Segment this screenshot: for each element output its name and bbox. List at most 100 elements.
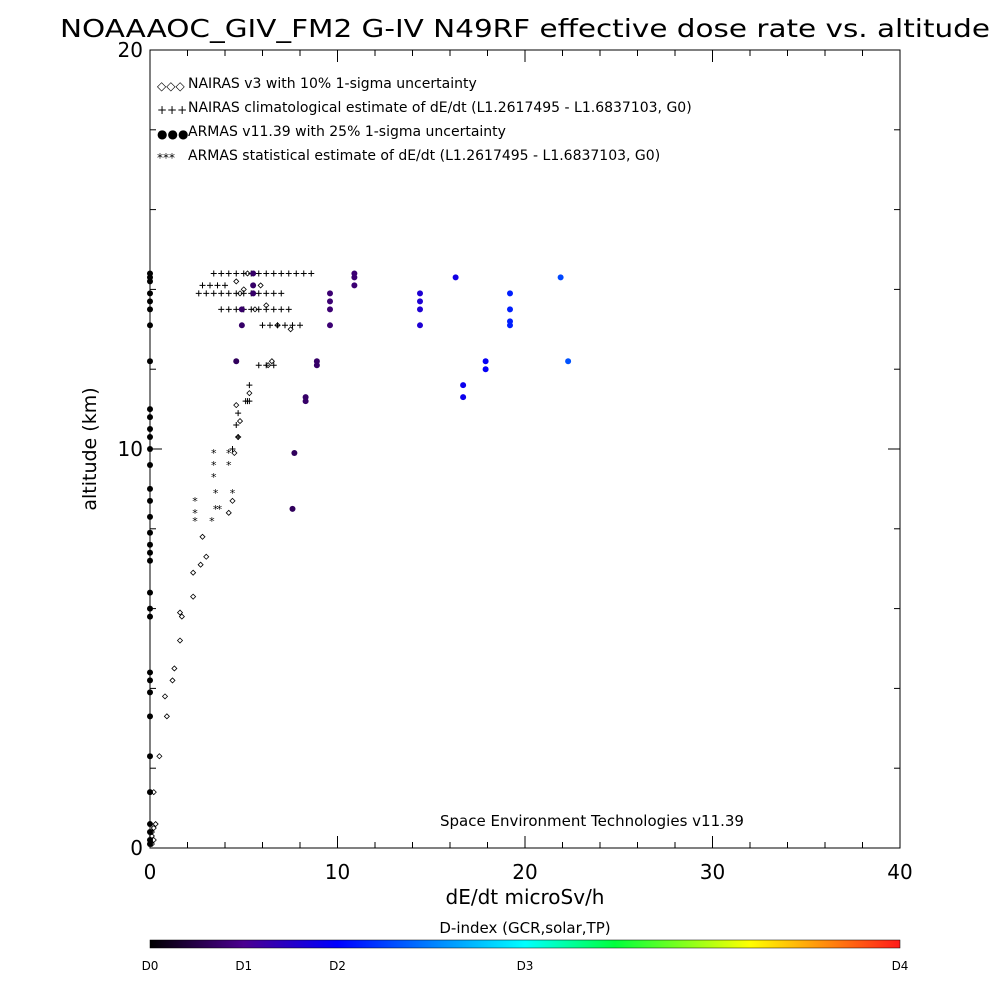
nairas-climatology-point (289, 322, 296, 329)
nairas-climatology-point (235, 434, 242, 441)
legend-label: NAIRAS v3 with 10% 1-sigma uncertainty (188, 76, 477, 92)
y-tick-label: 0 (130, 836, 143, 860)
armas-statistical-point: * (192, 515, 198, 528)
nairas-climatology-point (270, 306, 277, 313)
armas-v11-point (302, 394, 309, 401)
nairas-climatology-point (207, 282, 213, 289)
nairas-climatology-point (263, 306, 270, 313)
armas-v11-point (417, 322, 423, 329)
armas-v11-point (147, 298, 153, 305)
nairas-climatology-point (240, 290, 247, 297)
armas-statistical-point: * (230, 487, 236, 500)
nairas-climatology-point (233, 270, 240, 277)
nairas-climatology-point (285, 306, 292, 313)
armas-v11-point (482, 366, 489, 373)
nairas-climatology-point (293, 270, 300, 277)
y-axis-label: altitude (km) (79, 387, 101, 510)
armas-v11-point (147, 322, 153, 329)
nairas-climatology-point (270, 290, 277, 297)
armas-v11-point (147, 689, 153, 696)
nairas-v3-point (178, 613, 185, 620)
armas-v11-point (507, 318, 513, 325)
armas-v11-point (250, 282, 257, 289)
x-axis-label: dE/dt microSv/h (446, 885, 605, 909)
nairas-climatology-point (233, 306, 240, 313)
nairas-climatology-point (285, 270, 292, 277)
x-axis-ticks: 0 10 20 30 40 (144, 50, 913, 884)
nairas-v3-point (268, 358, 275, 365)
armas-v11-point (147, 753, 153, 760)
nairas-climatology-point (222, 282, 228, 289)
legend-label: NAIRAS climatological estimate of dE/dt … (188, 100, 692, 116)
armas-v11-point (250, 290, 257, 297)
armas-v11-point (147, 497, 153, 504)
armas-v11-point (250, 270, 257, 277)
armas-v11-point (238, 306, 245, 313)
armas-v11-point (417, 306, 423, 313)
nairas-climatology-point (270, 270, 277, 277)
colorbar-label: D1 (235, 959, 252, 973)
nairas-climatology-point (195, 290, 202, 297)
armas-v11-point (565, 358, 572, 365)
armas-v11-point (147, 414, 153, 421)
x-tick-label: 10 (325, 860, 350, 884)
armas-v11-point (417, 290, 423, 297)
armas-v11-point (147, 426, 153, 433)
armas-v11-point (289, 505, 296, 512)
armas-v11-point (147, 541, 153, 548)
armas-v11-point (147, 406, 153, 413)
armas-statistical-point: * (211, 459, 217, 472)
armas-statistical-point: * (217, 503, 223, 516)
nairas-v3-point (190, 569, 197, 576)
chart-title: NOAAAOC_GIV_FM2 G-IV N49RF effective dos… (60, 14, 990, 43)
nairas-v3-point (229, 497, 236, 504)
armas-v11-point (147, 529, 153, 536)
armas-v11-point (507, 306, 513, 313)
colorbar-title: D-index (GCR,solar,TP) (439, 919, 610, 937)
nairas-climatology-point (308, 270, 315, 277)
nairas-climatology-point (278, 270, 285, 277)
legend-label: ARMAS v11.39 with 25% 1-sigma uncertaint… (188, 124, 506, 140)
armas-v11-point (147, 841, 153, 848)
armas-v11-point (147, 713, 153, 720)
colorbar-label: D2 (329, 959, 346, 973)
armas-v11-point (147, 278, 153, 285)
nairas-climatology-point (218, 290, 225, 297)
armas-statistical-point: * (211, 471, 217, 484)
x-tick-label: 0 (144, 860, 157, 884)
armas-v11-point (147, 669, 153, 676)
nairas-v3-point (161, 693, 169, 700)
armas-v11-point (147, 589, 153, 596)
armas-v11-point (233, 358, 240, 365)
armas-statistical-point: * (213, 503, 219, 516)
nairas-climatology-point (267, 322, 273, 329)
nairas-climatology-point (248, 306, 255, 313)
nairas-climatology-point (255, 306, 262, 313)
armas-v11-point (482, 358, 489, 365)
nairas-v3-point (176, 609, 184, 616)
armas-v11-point (507, 290, 513, 297)
nairas-climatology-point (210, 270, 217, 277)
y-tick-label: 20 (118, 38, 143, 62)
nairas-climatology-point (235, 410, 242, 417)
nairas-climatology-point (225, 306, 232, 313)
armas-v11-point (327, 290, 333, 297)
nairas-climatology-point (270, 362, 277, 369)
armas-v11-point (460, 382, 467, 389)
armas-v11-point (313, 362, 320, 369)
nairas-climatology-point (233, 290, 240, 297)
armas-statistical-point: * (226, 447, 232, 460)
nairas-climatology-point (263, 290, 270, 297)
nairas-v3-point (246, 390, 253, 397)
nairas-climatology-point (263, 270, 270, 277)
nairas-v3-point (171, 665, 178, 672)
nairas-climatology-point (278, 306, 285, 313)
armas-v11-point (557, 274, 564, 281)
nairas-v3-point (163, 713, 170, 720)
nairas-climatology-point (199, 282, 206, 289)
nairas-climatology-point (263, 362, 270, 369)
armas-v11-point (147, 557, 153, 564)
nairas-v3-point (150, 824, 157, 832)
armas-v11-point (147, 829, 153, 836)
nairas-climatology-point (229, 446, 236, 452)
